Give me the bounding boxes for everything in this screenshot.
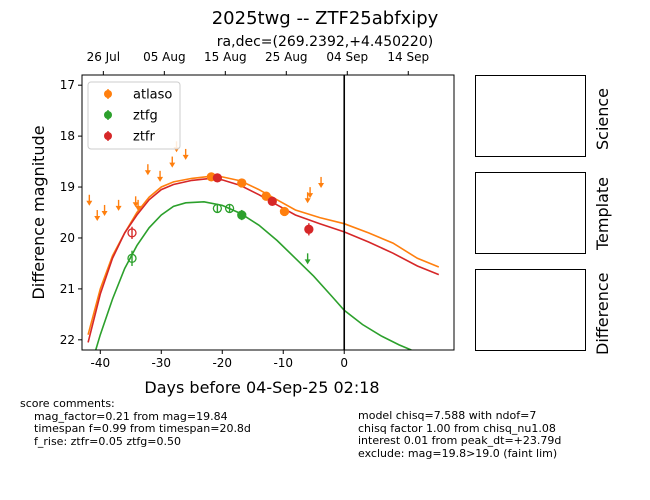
score-comment-line: timespan f=0.99 from timespan=20.8d [34,422,251,435]
x-axis-label: Days before 04-Sep-25 02:18 [144,378,379,397]
top-date-tick-label: 25 Aug [265,50,308,64]
atlaso-upper-limit-arrow [94,216,101,222]
ztfg-data-point [212,203,223,214]
atlaso-data-point [237,178,247,188]
ztfr-model-curve [87,177,440,343]
atlaso-data-point [279,206,290,217]
x-tick-label: 0 [340,356,348,370]
atlaso-upper-limit-arrow [132,202,139,208]
y-tick-label: 19 [60,180,75,194]
atlaso-upper-limit-arrow [144,170,151,176]
y-tick-label: 18 [60,129,75,143]
ztfg-data-point [237,210,247,220]
x-tick-label: -20 [212,356,232,370]
atlaso-upper-limit-arrow [307,193,314,199]
plot-frame [81,74,455,351]
legend-marker-ztfg [104,111,112,119]
top-date-tick-label: 04 Sep [326,50,368,64]
chart-subtitle: ra,dec=(269.2392,+4.450220) [216,34,434,50]
y-tick-label: 21 [60,282,75,296]
x-tick-label: -10 [273,356,293,370]
ztfg-data-point [127,253,137,263]
score-comment-line: f_rise: ztfr=0.05 ztfg=0.50 [34,434,181,448]
model-comment-line: model chisq=7.588 with ndof=7 [358,409,537,422]
science-image-panel [475,75,586,157]
top-date-tick-label: 15 Aug [204,50,247,64]
y-axis-label: Difference magnitude [29,125,48,299]
score-comment-line: mag_factor=0.21 from mag=19.84 [34,409,228,423]
top-date-tick-label: 14 Sep [387,50,429,64]
atlaso-upper-limit-arrow [304,198,311,204]
model-comments: model chisq=7.588 with ndof=7 chisq fact… [358,409,562,460]
atlaso-model-curve [87,175,440,335]
model-comment-line: chisq factor 1.00 from chisq_nu1.08 [358,421,556,435]
atlaso-upper-limit-arrow [182,154,189,160]
ztfg-data-point [224,203,235,214]
x-tick-label: -30 [151,356,171,370]
legend-marker-ztfr [104,132,112,140]
ztfg-model-curve [94,200,412,350]
ztfr-data-point [267,196,277,206]
score-comments: score comments: mag_factor=0.21 from mag… [20,397,251,448]
ztfr-data-point [304,224,314,234]
difference-panel-label: Difference [593,272,612,355]
atlaso-data-point [261,191,271,201]
atlaso-upper-limit-arrow [135,205,142,211]
top-date-tick-label: 05 Aug [143,50,186,64]
atlaso-upper-limit-arrow [86,200,93,206]
ztfr-data-point [127,228,137,238]
ztfg-upper-limit-arrow [304,259,311,265]
top-date-tick-label: 26 Jul [87,50,121,64]
atlaso-upper-limit-arrow [318,182,325,188]
legend-marker-atlaso [104,90,112,98]
legend-label-atlaso: atlaso [133,88,172,103]
atlaso-upper-limit-arrow [169,162,176,168]
score-comments-heading: score comments: [20,397,115,410]
atlaso-upper-limit-arrow [101,210,108,216]
y-tick-label: 17 [60,78,75,92]
atlaso-upper-limit-arrow [157,176,164,182]
legend-label-ztfg: ztfg [133,109,158,124]
legend-label-ztfr: ztfr [133,130,155,145]
template-image-panel [475,172,586,254]
ztfr-data-point [212,173,223,183]
chart-title: 2025twg -- ZTF25abfxipy [211,8,439,29]
atlaso-upper-limit-arrow [115,205,122,211]
y-tick-label: 22 [60,333,75,347]
legend-box [87,81,181,150]
science-panel-label: Science [593,87,612,150]
difference-image-panel [475,269,586,351]
model-comment-line: exclude: mag=19.8>19.0 (faint lim) [358,446,558,460]
template-panel-label: Template [593,176,612,250]
model-comment-line: interest 0.01 from peak_dt=+23.79d [358,434,562,447]
y-tick-label: 20 [60,231,75,245]
x-tick-label: -40 [90,356,110,370]
